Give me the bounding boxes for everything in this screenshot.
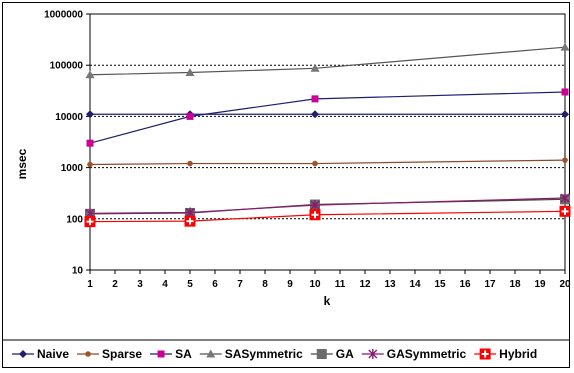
data-point-gasymmetric xyxy=(310,200,320,211)
data-point-sa xyxy=(311,95,319,103)
y-axis-label: msec xyxy=(15,148,29,179)
legend-label-gasymmetric: GASymmetric xyxy=(387,347,467,361)
data-point-naive xyxy=(561,110,569,119)
y-tick-label: 10 xyxy=(72,266,84,277)
data-point-sparse xyxy=(87,161,93,168)
x-tick-label: 20 xyxy=(559,279,571,290)
x-tick-label: 15 xyxy=(434,279,446,290)
data-point-hybrid xyxy=(559,205,571,217)
legend-item-sa: SA xyxy=(150,347,192,361)
legend-marker-hybrid xyxy=(479,348,491,360)
data-point-sparse xyxy=(312,160,318,167)
legend-label-hybrid: Hybrid xyxy=(499,347,537,361)
x-tick-label: 3 xyxy=(137,279,143,290)
legend-item-sparse: Sparse xyxy=(77,347,142,361)
x-tick-label: 17 xyxy=(484,279,496,290)
legend-marker-sasymmetric xyxy=(206,349,216,358)
x-axis-label: k xyxy=(324,294,331,308)
data-point-sasymmetric xyxy=(85,70,95,79)
legend-marker-gasymmetric xyxy=(368,349,378,359)
legend-marker-naive xyxy=(19,350,27,358)
legend-marker-sa xyxy=(157,350,165,358)
x-tick-label: 7 xyxy=(237,279,243,290)
data-point-sparse xyxy=(187,160,193,167)
x-tick-label: 8 xyxy=(262,279,268,290)
x-tick-label: 6 xyxy=(212,279,218,290)
y-tick-label: 100000 xyxy=(50,61,84,72)
x-tick-label: 12 xyxy=(359,279,371,290)
legend-item-naive: Naive xyxy=(12,347,69,361)
x-tick-label: 4 xyxy=(162,279,168,290)
x-tick-label: 18 xyxy=(509,279,521,290)
series-line-sparse xyxy=(89,159,566,166)
series-line-hybrid xyxy=(89,210,566,223)
data-point-sasymmetric xyxy=(560,42,570,51)
x-tick-label: 19 xyxy=(534,279,546,290)
data-point-hybrid xyxy=(84,216,96,228)
legend-label-sparse: Sparse xyxy=(102,347,142,361)
legend-label-sa: SA xyxy=(175,347,192,361)
data-point-sa xyxy=(86,139,94,147)
x-tick-label: 2 xyxy=(112,279,118,290)
series-line-sa xyxy=(89,91,566,144)
x-tick-label: 13 xyxy=(384,279,396,290)
x-tick-label: 11 xyxy=(335,279,346,290)
legend-marker-ga xyxy=(316,349,327,359)
data-point-naive xyxy=(311,110,319,119)
legend-item-hybrid: Hybrid xyxy=(474,347,537,361)
legend-label-ga: GA xyxy=(336,347,354,361)
data-point-sa xyxy=(186,112,194,120)
y-tick-label: 1000000 xyxy=(44,10,83,21)
x-tick-label: 9 xyxy=(287,279,293,290)
data-point-naive xyxy=(86,110,94,119)
data-point-sasymmetric xyxy=(185,68,195,77)
legend-item-gasymmetric: GASymmetric xyxy=(361,347,467,361)
data-point-hybrid xyxy=(184,215,196,227)
x-tick-label: 16 xyxy=(459,279,471,290)
x-tick-label: 14 xyxy=(409,279,421,290)
legend-marker-sparse xyxy=(85,351,91,357)
plot-area-border xyxy=(89,13,566,271)
series-line-gasymmetric xyxy=(89,197,566,214)
data-point-gasymmetric xyxy=(560,192,570,203)
legend-label-naive: Naive xyxy=(37,347,69,361)
y-tick-label: 10000 xyxy=(55,112,83,123)
series-line-sasymmetric xyxy=(89,46,566,76)
data-point-sparse xyxy=(562,157,568,163)
legend-label-sasymmetric: SASymmetric xyxy=(225,347,303,361)
x-tick-label: 1 xyxy=(87,279,93,290)
x-tick-label: 10 xyxy=(309,279,321,290)
y-tick-label: 100 xyxy=(66,214,83,225)
data-point-sasymmetric xyxy=(310,63,320,72)
legend-item-sasymmetric: SASymmetric xyxy=(199,347,303,361)
y-tick-label: 1000 xyxy=(61,163,84,174)
data-point-sa xyxy=(561,88,569,96)
legend-item-ga: GA xyxy=(310,347,354,361)
x-tick-label: 5 xyxy=(187,279,193,290)
data-point-hybrid xyxy=(309,209,321,221)
